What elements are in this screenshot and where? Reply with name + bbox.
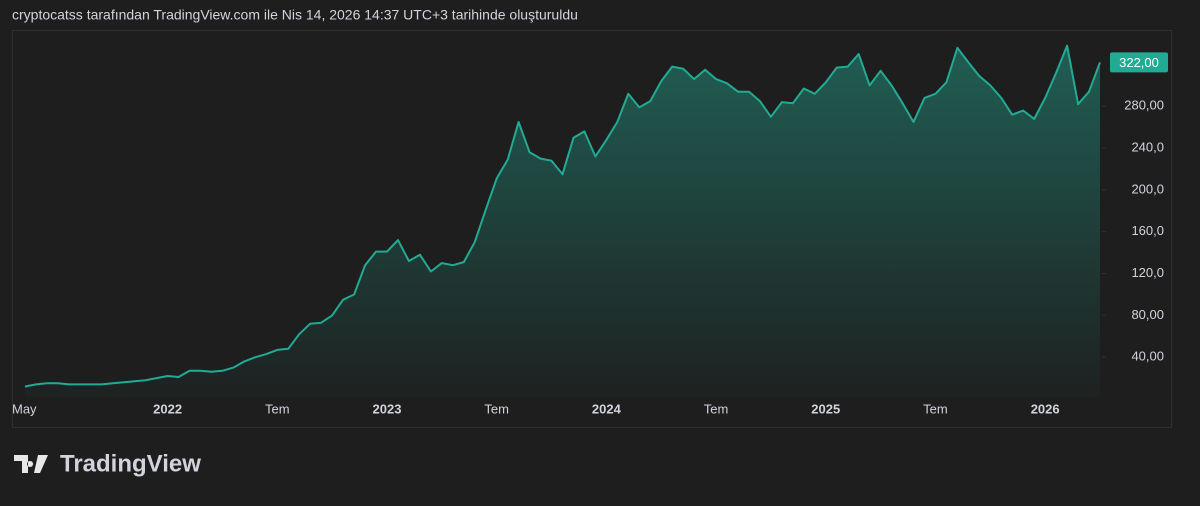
y-tick-label: 80,00 bbox=[1131, 307, 1164, 322]
y-tick-label: 200,0 bbox=[1131, 181, 1164, 196]
line bbox=[24, 44, 1101, 388]
x-tick-label: 2023 bbox=[373, 401, 402, 416]
last-price-box bbox=[1110, 52, 1168, 73]
x-tick-label: 2025 bbox=[811, 401, 840, 416]
x-tick-label: 2022 bbox=[153, 401, 182, 416]
y-tick-label: 160,0 bbox=[1131, 223, 1164, 238]
y-tick-label: 40,00 bbox=[1131, 349, 1164, 364]
x-tick-label: Tem bbox=[484, 401, 509, 416]
x-tick-label: 2024 bbox=[592, 401, 622, 416]
area-fill bbox=[25, 45, 1100, 398]
y-tick-label: 240,0 bbox=[1131, 140, 1164, 155]
plot-area bbox=[24, 44, 1101, 398]
logo-icon bbox=[14, 455, 48, 473]
x-tick-label: 2026 bbox=[1031, 401, 1060, 416]
caption: cryptocatss tarafından TradingView.com i… bbox=[12, 7, 578, 23]
y-tick-label: 280,00 bbox=[1124, 98, 1164, 113]
x-tick-label: May bbox=[12, 401, 37, 416]
panel-border bbox=[12, 30, 1172, 428]
x-tick-label: Tem bbox=[704, 401, 729, 416]
logo: TradingView bbox=[14, 450, 201, 477]
y-tick-label: 120,0 bbox=[1131, 265, 1164, 280]
x-tick-label: Tem bbox=[923, 401, 948, 416]
x-tick-label: Tem bbox=[265, 401, 290, 416]
last-price-label: 322,00 bbox=[1119, 55, 1159, 70]
brand: TradingView bbox=[60, 450, 201, 477]
